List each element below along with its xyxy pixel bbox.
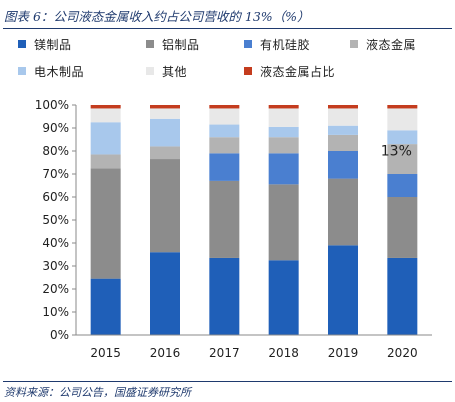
bar-segment-6-2016	[150, 108, 180, 119]
bar-segment-1-2017	[209, 257, 240, 335]
legend-item-series-7: 液态金属占比	[244, 63, 335, 79]
bar-segment-4-2020	[387, 144, 418, 174]
x-axis: 2015 2016 2017 2018 2019 2020	[76, 334, 432, 360]
bar-segment-5-2019	[328, 125, 358, 135]
bar-segment-6-2020	[387, 108, 418, 131]
y-tick-label: 60%	[42, 190, 69, 204]
legend-item-series-4: 液态金属	[350, 36, 416, 52]
legend-label: 镁制品	[34, 37, 72, 52]
annotation-group: 13%	[381, 144, 412, 160]
bar-segment-7-2018	[268, 105, 299, 109]
bar-segment-3-2019	[328, 151, 358, 179]
y-tick-label: 20%	[42, 282, 69, 296]
bar-segment-6-2019	[328, 108, 358, 126]
bar-segment-5-2015	[90, 122, 121, 155]
y-tick-label: 30%	[42, 259, 69, 273]
bar-segment-2-2019	[328, 178, 358, 246]
legend-swatch	[18, 67, 26, 75]
bar-segment-3-2020	[387, 174, 418, 197]
x-tick-label: 2015	[90, 346, 121, 360]
bar-segment-5-2020	[387, 130, 418, 145]
bar-segment-1-2018	[268, 260, 299, 335]
legend-item-series-1: 镁制品	[18, 36, 72, 52]
legend-swatch	[244, 40, 252, 48]
legend-item-series-3: 有机硅胶	[244, 36, 310, 52]
bar-segment-2-2020	[387, 197, 418, 258]
bar-segment-7-2016	[150, 105, 180, 109]
bar-segment-5-2018	[268, 126, 299, 138]
y-tick-label: 70%	[42, 167, 69, 181]
bar-segment-5-2017	[209, 124, 240, 138]
y-tick-label: 100%	[35, 98, 69, 112]
bar-segment-6-2017	[209, 108, 240, 125]
source-divider	[3, 381, 452, 382]
bar-segment-3-2017	[209, 153, 240, 181]
legend-item-series-6: 其他	[146, 63, 187, 79]
bar-segment-3-2018	[268, 153, 299, 185]
x-tick-label: 2016	[150, 346, 181, 360]
legend-label: 电木制品	[34, 64, 85, 79]
bar-segment-4-2018	[268, 137, 299, 154]
bar-segment-6-2015	[90, 108, 121, 123]
bar-segment-1-2019	[328, 245, 358, 335]
y-tick-label: 0%	[50, 328, 69, 342]
bar-segment-6-2018	[268, 108, 299, 127]
bar-segment-2-2016	[150, 159, 180, 253]
bar-segment-7-2020	[387, 105, 418, 109]
bar-segment-4-2016	[150, 146, 180, 160]
y-tick-label: 80%	[42, 144, 69, 158]
bar-segment-7-2019	[328, 105, 358, 109]
chart-title: 图表 6：公司液态金属收入约占公司营收的 13%（%）	[4, 9, 310, 24]
bar-segment-5-2016	[150, 118, 180, 147]
title-divider	[3, 28, 452, 29]
source-note: 资料来源：公司公告，国盛证券研究所	[4, 386, 191, 399]
bar-segment-4-2019	[328, 134, 358, 151]
y-tick-label: 90%	[42, 121, 69, 135]
legend-label: 其他	[162, 64, 188, 79]
x-tick-label: 2018	[268, 346, 299, 360]
legend-swatch	[350, 40, 358, 48]
legend-swatch	[146, 40, 154, 48]
legend-label: 液态金属	[366, 37, 417, 52]
x-tick-label: 2019	[328, 346, 359, 360]
bar-segment-4-2017	[209, 137, 240, 154]
y-axis: 0% 10% 20% 30% 40% 50% 60% 70% 80% 90% 100%	[35, 98, 77, 342]
legend-swatch	[18, 40, 26, 48]
y-tick-label: 40%	[42, 236, 69, 250]
bar-segment-7-2017	[209, 105, 240, 109]
bar-segment-4-2015	[90, 154, 121, 169]
bar-segment-2-2017	[209, 180, 240, 258]
x-tick-label: 2020	[387, 346, 418, 360]
legend-item-series-2: 铝制品	[146, 36, 200, 52]
bar-segment-1-2015	[90, 278, 121, 335]
legend-label: 铝制品	[162, 37, 200, 52]
bar-segment-1-2020	[387, 257, 418, 335]
y-tick-label: 50%	[42, 213, 69, 227]
legend-item-series-5: 电木制品	[18, 63, 84, 79]
legend-swatch	[244, 67, 252, 75]
bar-segment-2-2015	[90, 168, 121, 279]
bar-segment-7-2015	[90, 105, 121, 109]
legend-label: 液态金属占比	[260, 64, 336, 79]
bar-group	[90, 105, 418, 335]
annotation-label: 13%	[381, 144, 412, 160]
bar-segment-2-2018	[268, 184, 299, 261]
legend-swatch	[146, 67, 154, 75]
y-tick-label: 10%	[42, 305, 69, 319]
legend-label: 有机硅胶	[260, 37, 311, 52]
x-tick-label: 2017	[209, 346, 240, 360]
bar-segment-1-2016	[150, 252, 180, 335]
